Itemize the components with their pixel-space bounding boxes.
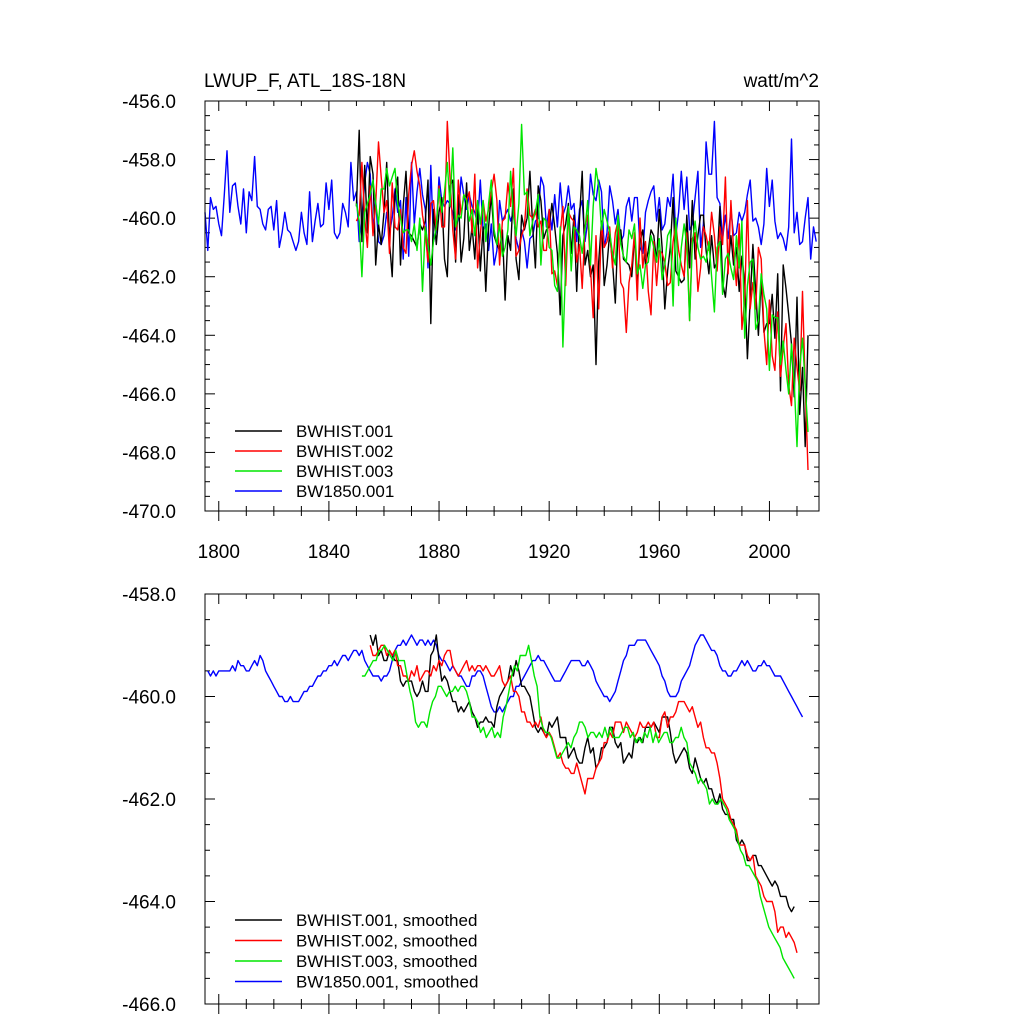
top-y-tick-label: -466.0 xyxy=(122,385,176,406)
bottom-legend-label: BW1850.001, smoothed xyxy=(296,973,478,992)
bottom-legend-label: BWHIST.001, smoothed xyxy=(296,911,477,930)
bottom-panel: -458.0 -460.0 -462.0 -464.0 -466.0 BWHIST.00… xyxy=(122,585,820,1016)
x-tick-label: 2000 xyxy=(748,542,790,563)
x-tick-label: 1840 xyxy=(308,542,350,563)
top-legend-label: BW1850.001 xyxy=(296,482,394,501)
top-legend-label: BWHIST.002 xyxy=(296,442,393,461)
top-y-tick-label: -464.0 xyxy=(122,326,176,347)
top-y-tick-label: -468.0 xyxy=(122,443,176,464)
bottom-legend: BWHIST.001, smoothed BWHIST.002, smoothed… xyxy=(235,911,478,992)
bottom-plot-frame xyxy=(204,593,820,1005)
bottom-y-tick-label: -464.0 xyxy=(122,893,176,914)
bottom-series-group xyxy=(207,634,804,979)
top-series-line-1 xyxy=(355,129,809,448)
top-y-tick-label: -458.0 xyxy=(122,151,176,172)
top-plot-frame xyxy=(204,100,820,512)
chart-title: LWUP_F, ATL_18S-18N xyxy=(204,71,406,92)
top-y-tick-label: -462.0 xyxy=(122,268,176,289)
units-label: watt/m^2 xyxy=(743,71,819,92)
top-panel: LWUP_F, ATL_18S-18N watt/m^2 1800 1840 188… xyxy=(122,71,820,563)
bottom-series-line-4 xyxy=(207,634,804,718)
top-y-tick-label: -460.0 xyxy=(122,209,176,230)
bottom-y-tick-label: -462.0 xyxy=(122,790,176,811)
bottom-series-line-3 xyxy=(361,644,795,979)
top-legend-label: BWHIST.001 xyxy=(296,422,393,441)
x-tick-label: 1960 xyxy=(638,542,680,563)
top-y-tick-label: -470.0 xyxy=(122,502,176,523)
x-tick-label: 1880 xyxy=(418,542,460,563)
top-axes: 1800 1840 1880 1920 1960 2000 -456.0 -458.0 -460… xyxy=(122,92,819,563)
top-series-line-3 xyxy=(355,123,809,448)
top-legend-label: BWHIST.003 xyxy=(296,462,393,481)
bottom-axes: -458.0 -460.0 -462.0 -464.0 -466.0 xyxy=(122,585,819,1016)
top-y-tick-label: -456.0 xyxy=(122,92,176,113)
bottom-y-tick-label: -458.0 xyxy=(122,585,176,606)
top-series-line-4 xyxy=(204,120,817,269)
x-tick-label: 1800 xyxy=(198,542,240,563)
bottom-y-tick-label: -466.0 xyxy=(122,995,176,1016)
x-tick-label: 1920 xyxy=(528,542,570,563)
bottom-legend-label: BWHIST.002, smoothed xyxy=(296,932,477,951)
bottom-series-line-2 xyxy=(369,644,798,953)
bottom-y-tick-label: -460.0 xyxy=(122,688,176,709)
top-series-group xyxy=(204,120,817,471)
bottom-series-line-1 xyxy=(369,634,795,913)
top-series-line-2 xyxy=(355,120,809,471)
bottom-legend-label: BWHIST.003, smoothed xyxy=(296,952,477,971)
